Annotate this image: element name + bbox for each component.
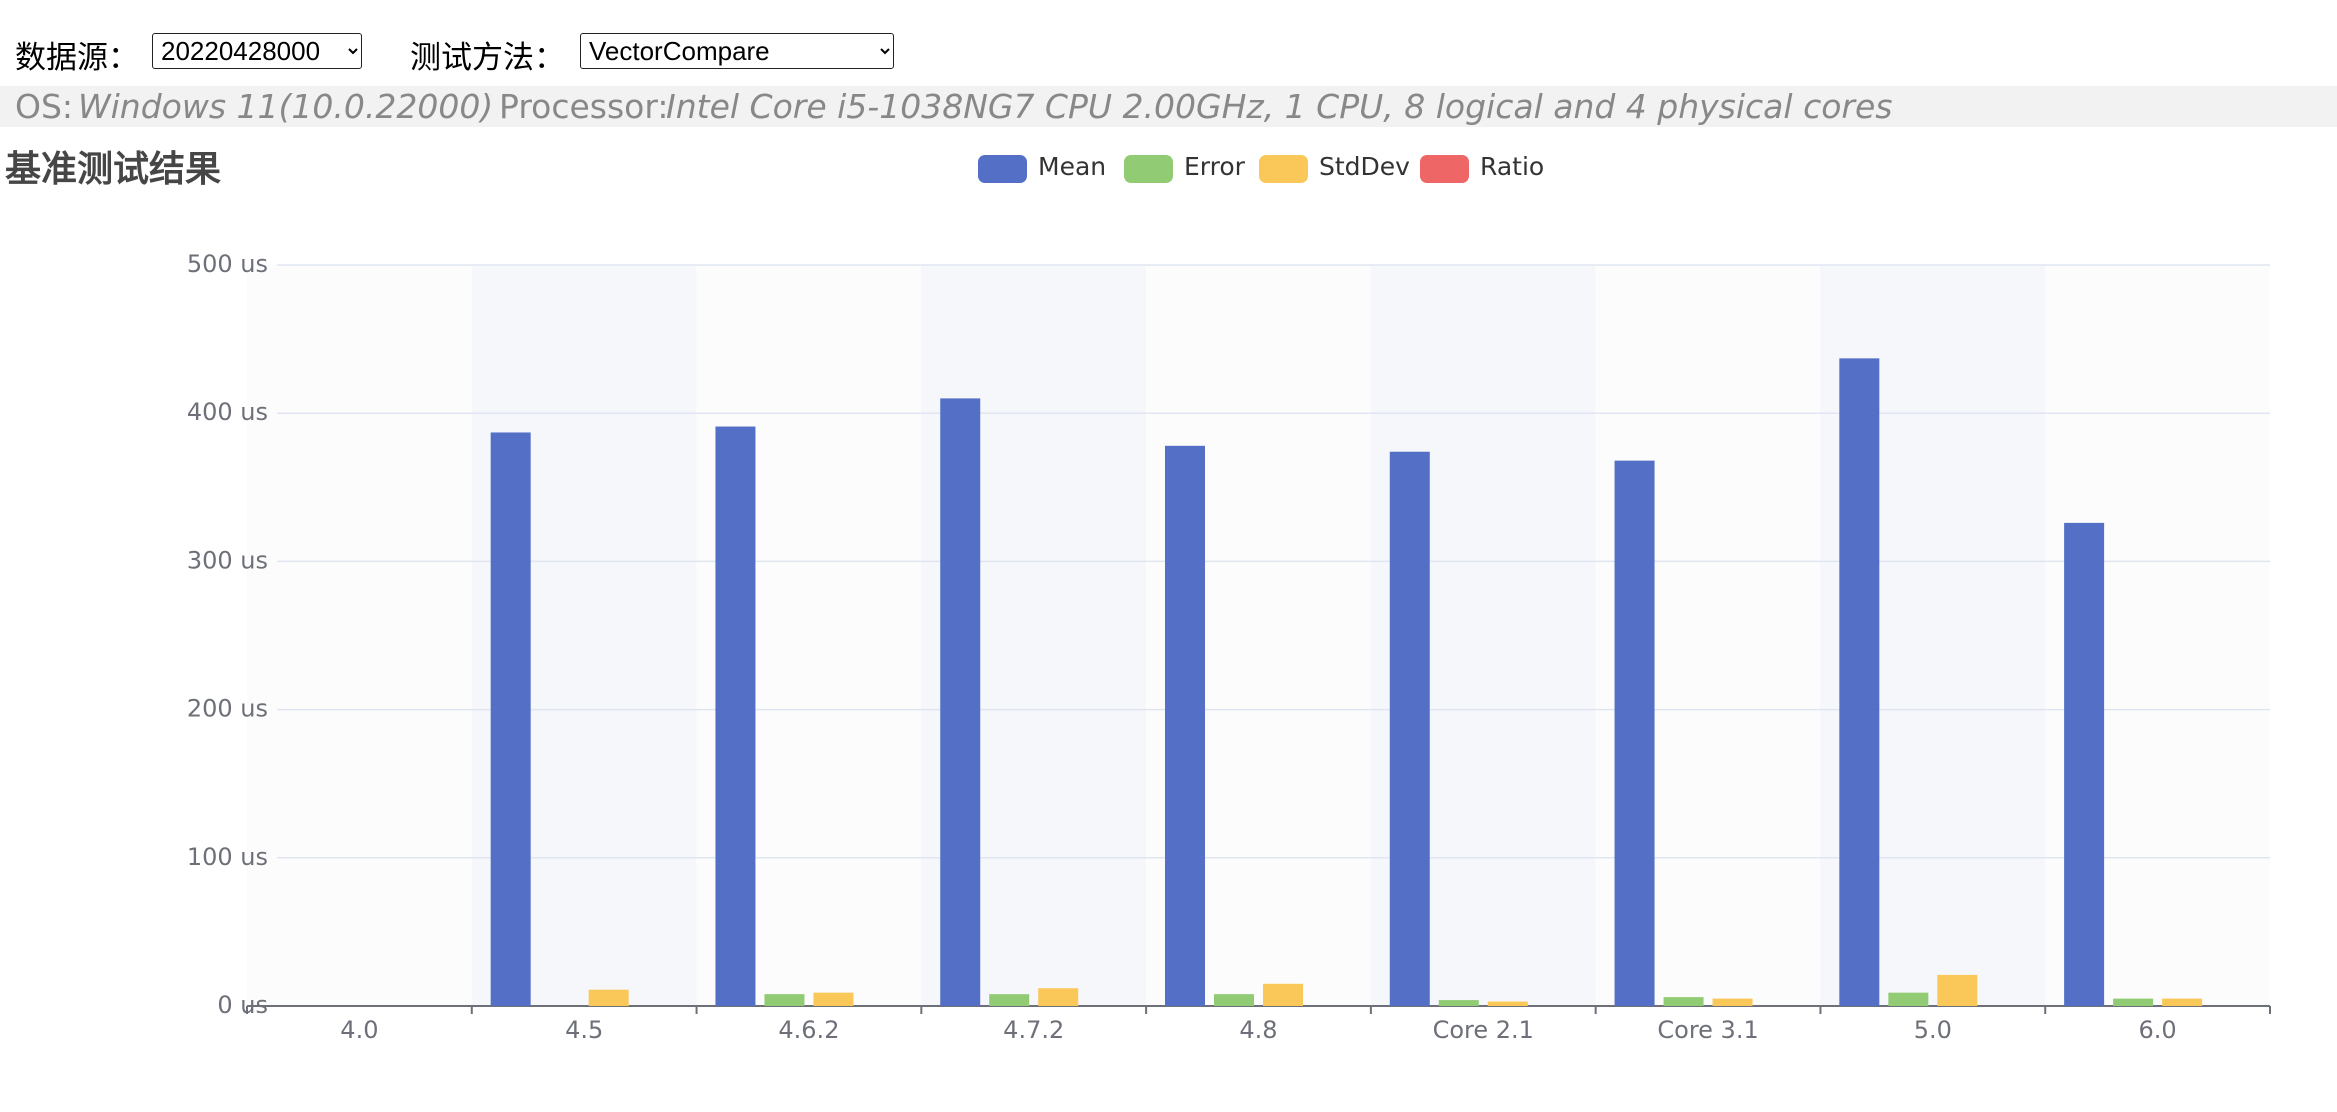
bar xyxy=(813,992,854,1006)
bar xyxy=(1263,983,1303,1006)
processor-label: Processor: xyxy=(499,87,669,126)
processor-value: Intel Core i5-1038NG7 CPU 2.00GHz, 1 CPU… xyxy=(666,87,1893,126)
method-select[interactable]: VectorCompare xyxy=(580,33,894,69)
y-tick-label: 200 us xyxy=(187,695,268,723)
legend-item[interactable]: StdDev xyxy=(1259,152,1410,183)
legend-item[interactable]: Mean xyxy=(978,152,1106,183)
y-tick-label: 400 us xyxy=(187,398,268,426)
legend-label[interactable]: Mean xyxy=(1038,152,1106,181)
os-label: OS: xyxy=(15,87,74,126)
x-tick-label: Core 2.1 xyxy=(1433,1016,1534,1044)
x-tick-label: 6.0 xyxy=(2139,1016,2177,1044)
bar xyxy=(1663,997,1704,1006)
bar xyxy=(940,398,981,1006)
bar xyxy=(1438,1000,1479,1006)
bar xyxy=(1165,445,1205,1007)
x-tick-label: 4.8 xyxy=(1239,1016,1277,1044)
x-tick-label: 5.0 xyxy=(1914,1016,1952,1044)
bar xyxy=(1888,992,1929,1006)
legend-label[interactable]: StdDev xyxy=(1319,152,1410,181)
method-label: 测试方法： xyxy=(410,40,565,76)
bar xyxy=(1487,1001,1528,1006)
x-tick-label: Core 3.1 xyxy=(1657,1016,1758,1044)
datasource-label: 数据源： xyxy=(15,40,139,76)
bar xyxy=(764,994,805,1006)
legend-swatch xyxy=(978,155,1027,183)
bar xyxy=(715,426,756,1007)
legend-swatch xyxy=(1259,155,1308,183)
bar xyxy=(1712,998,1753,1006)
chart-title: 基准测试结果 xyxy=(5,149,221,190)
legend-swatch xyxy=(1420,155,1469,183)
legend-item[interactable]: Error xyxy=(1124,152,1246,183)
category-band xyxy=(247,265,472,1006)
x-tick-label: 4.7.2 xyxy=(1003,1016,1064,1044)
bar xyxy=(1614,460,1655,1006)
y-tick-label: 100 us xyxy=(187,843,268,871)
x-tick-label: 4.5 xyxy=(565,1016,603,1044)
bar xyxy=(2162,998,2203,1006)
bar xyxy=(490,432,531,1006)
legend-swatch xyxy=(1124,155,1173,183)
info-bar: OS: Windows 11(10.0.22000) Processor: In… xyxy=(0,86,2337,127)
bar xyxy=(588,989,629,1006)
bar xyxy=(989,994,1030,1006)
controls: 数据源： 20220428000 测试方法： VectorCompare xyxy=(0,24,2337,80)
y-tick-label: 300 us xyxy=(187,546,268,574)
legend-label[interactable]: Error xyxy=(1184,152,1246,181)
y-tick-label: 500 us xyxy=(187,250,268,278)
bar xyxy=(1038,988,1079,1006)
os-value: Windows 11(10.0.22000) xyxy=(78,87,494,126)
bar xyxy=(2113,998,2154,1006)
bar xyxy=(1839,358,1880,1007)
bar xyxy=(1937,974,1978,1006)
legend-label[interactable]: Ratio xyxy=(1480,152,1544,181)
x-tick-label: 4.6.2 xyxy=(778,1016,839,1044)
x-tick-label: 4.0 xyxy=(340,1016,378,1044)
bar xyxy=(2064,522,2105,1006)
bar xyxy=(1214,994,1254,1006)
bar xyxy=(1389,451,1430,1006)
datasource-select[interactable]: 20220428000 xyxy=(152,33,362,69)
legend-item[interactable]: Ratio xyxy=(1420,152,1544,183)
